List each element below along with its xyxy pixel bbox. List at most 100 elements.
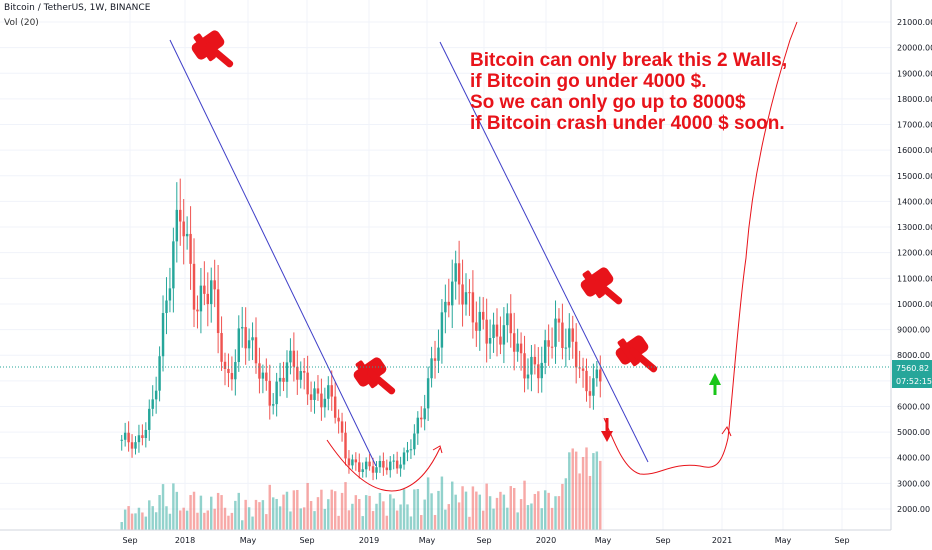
volume-bar — [293, 490, 295, 530]
volume-bar — [392, 498, 394, 530]
volume-bar — [234, 501, 236, 530]
candle-body — [193, 264, 195, 310]
volume-bar — [596, 451, 598, 530]
volume-bar — [506, 508, 508, 530]
candle-body — [238, 328, 240, 362]
price-tick-label: 9000.00 — [897, 326, 930, 335]
volume-bar — [372, 511, 374, 530]
volume-bar — [554, 496, 556, 530]
price-tick-label: 6000.00 — [897, 402, 930, 411]
annotation-line: if Bitcoin go under 4000 $. — [470, 71, 707, 92]
volume-bar — [572, 448, 574, 530]
candle-body — [554, 319, 556, 347]
candle-body — [134, 442, 136, 448]
candle-body — [248, 340, 250, 348]
time-tick-label: May — [595, 536, 612, 545]
candle-body — [485, 320, 487, 344]
volume-bar — [310, 501, 312, 530]
time-axis[interactable]: Sep 2018 May Sep 2019 May Sep 2020 May Sep 2021 May… — [122, 536, 849, 545]
candle-body — [561, 323, 563, 348]
candle-body — [358, 462, 360, 472]
candle-body — [403, 452, 405, 464]
candle-body — [334, 397, 336, 418]
candle-body — [131, 442, 133, 448]
candle-body — [499, 337, 501, 345]
gavel-icon — [610, 329, 663, 386]
projection-curve-arrowhead — [722, 427, 731, 436]
volume-bar — [599, 461, 601, 530]
candle-body — [275, 382, 277, 405]
candle-body — [337, 418, 339, 422]
volume-bar — [186, 511, 188, 530]
volume-bar — [145, 517, 147, 530]
candle-body — [510, 313, 512, 333]
volume-bar — [138, 508, 140, 530]
candle-body — [186, 234, 188, 236]
volume-bar — [503, 495, 505, 530]
volume-bars — [121, 447, 602, 530]
candle-body — [127, 433, 129, 443]
price-tick-label: 2000.00 — [897, 505, 930, 514]
price-tick-label: 3000.00 — [897, 479, 930, 488]
candle-body — [207, 294, 209, 304]
volume-bar — [520, 499, 522, 530]
volume-bar — [513, 488, 515, 530]
candle-body — [368, 462, 370, 467]
candle-body — [331, 385, 333, 396]
volume-bar — [265, 514, 267, 530]
volume-bar — [148, 500, 150, 530]
candle-body — [151, 399, 153, 408]
volume-bar — [200, 496, 202, 530]
bottom-curve-arrowhead — [433, 446, 442, 453]
candle-body — [379, 461, 381, 467]
arrow-up-icon — [709, 373, 721, 395]
volume-bar — [193, 492, 195, 530]
chart-grid — [0, 0, 891, 530]
volume-bar — [231, 513, 233, 530]
volume-bar — [158, 495, 160, 530]
time-tick-label: Sep — [299, 536, 314, 545]
candle-body — [592, 378, 594, 396]
volume-bar — [527, 505, 529, 530]
volume-bar — [544, 490, 546, 530]
volume-bar — [565, 478, 567, 530]
candle-body — [289, 351, 291, 363]
volume-bar — [179, 510, 181, 530]
volume-bar — [441, 477, 443, 530]
candle-body — [444, 302, 446, 312]
candle-body — [585, 371, 587, 391]
volume-bar — [248, 507, 250, 530]
volume-bar — [262, 500, 264, 530]
volume-bar — [368, 496, 370, 530]
volume-bar — [224, 508, 226, 530]
candle-body — [420, 418, 422, 420]
volume-bar — [454, 495, 456, 530]
price-tick-label: 8000.00 — [897, 351, 930, 360]
candle-body — [272, 404, 274, 406]
price-axis[interactable]: 2000.003000.004000.005000.006000.007000.… — [897, 18, 932, 514]
candle-body — [348, 458, 350, 465]
volume-bar — [427, 477, 429, 530]
candle-body — [406, 450, 408, 452]
volume-bar — [496, 498, 498, 530]
volume-bar — [344, 482, 346, 530]
volume-bar — [399, 504, 401, 530]
candle-body — [165, 301, 167, 314]
time-tick-label: Sep — [834, 536, 849, 545]
volume-bar — [523, 481, 525, 530]
candle-body — [516, 344, 518, 352]
candle-body — [530, 357, 532, 375]
time-tick-label: May — [240, 536, 257, 545]
volume-bar — [289, 511, 291, 530]
volume-bar — [482, 511, 484, 530]
candle-body — [375, 467, 377, 472]
candle-body — [300, 371, 302, 380]
candle-body — [138, 435, 140, 442]
volume-bar — [479, 495, 481, 530]
price-tick-label: 14000.00 — [897, 197, 932, 206]
volume-bar — [451, 482, 453, 530]
candle-body — [217, 289, 219, 333]
candle-body — [279, 378, 281, 382]
volume-bar — [475, 492, 477, 530]
